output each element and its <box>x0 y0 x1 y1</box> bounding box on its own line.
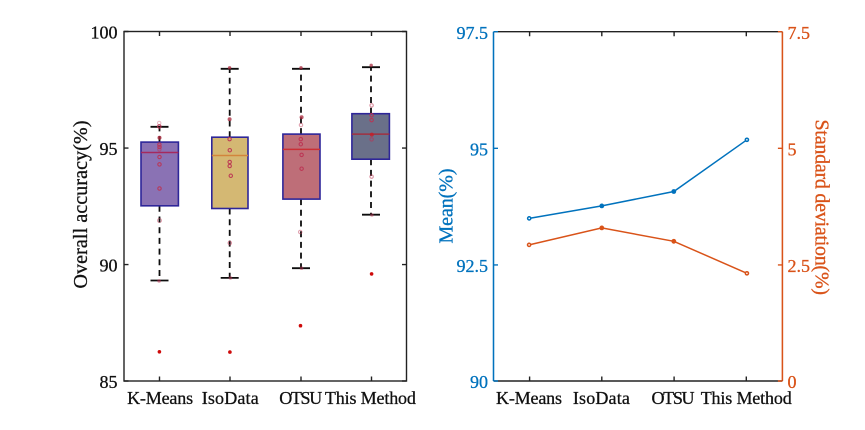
svg-text:97.5: 97.5 <box>457 23 489 43</box>
svg-text:100: 100 <box>91 23 118 43</box>
svg-text:0: 0 <box>788 372 797 392</box>
svg-text:Standard deviation(%): Standard deviation(%) <box>811 120 833 295</box>
svg-text:2.5: 2.5 <box>788 256 811 276</box>
svg-text:7.5: 7.5 <box>788 23 811 43</box>
svg-text:92.5: 92.5 <box>457 256 489 276</box>
svg-text:90: 90 <box>100 256 118 276</box>
svg-text:90: 90 <box>470 372 488 392</box>
svg-text:IsoData: IsoData <box>573 388 630 408</box>
svg-text:K-Means: K-Means <box>127 388 193 408</box>
svg-text:K-Means: K-Means <box>496 388 562 408</box>
svg-text:Overall accuracy(%): Overall accuracy(%) <box>70 121 92 289</box>
svg-text:This Method: This Method <box>701 388 792 408</box>
svg-text:OTSU: OTSU <box>652 388 695 408</box>
svg-text:95: 95 <box>100 139 118 159</box>
svg-text:Mean(%): Mean(%) <box>435 169 457 244</box>
svg-text:95: 95 <box>470 139 488 159</box>
svg-text:OTSU: OTSU <box>279 388 322 408</box>
svg-text:5: 5 <box>788 139 797 159</box>
svg-text:IsoData: IsoData <box>202 388 259 408</box>
svg-text:This Method: This Method <box>325 388 416 408</box>
svg-text:85: 85 <box>100 372 118 392</box>
